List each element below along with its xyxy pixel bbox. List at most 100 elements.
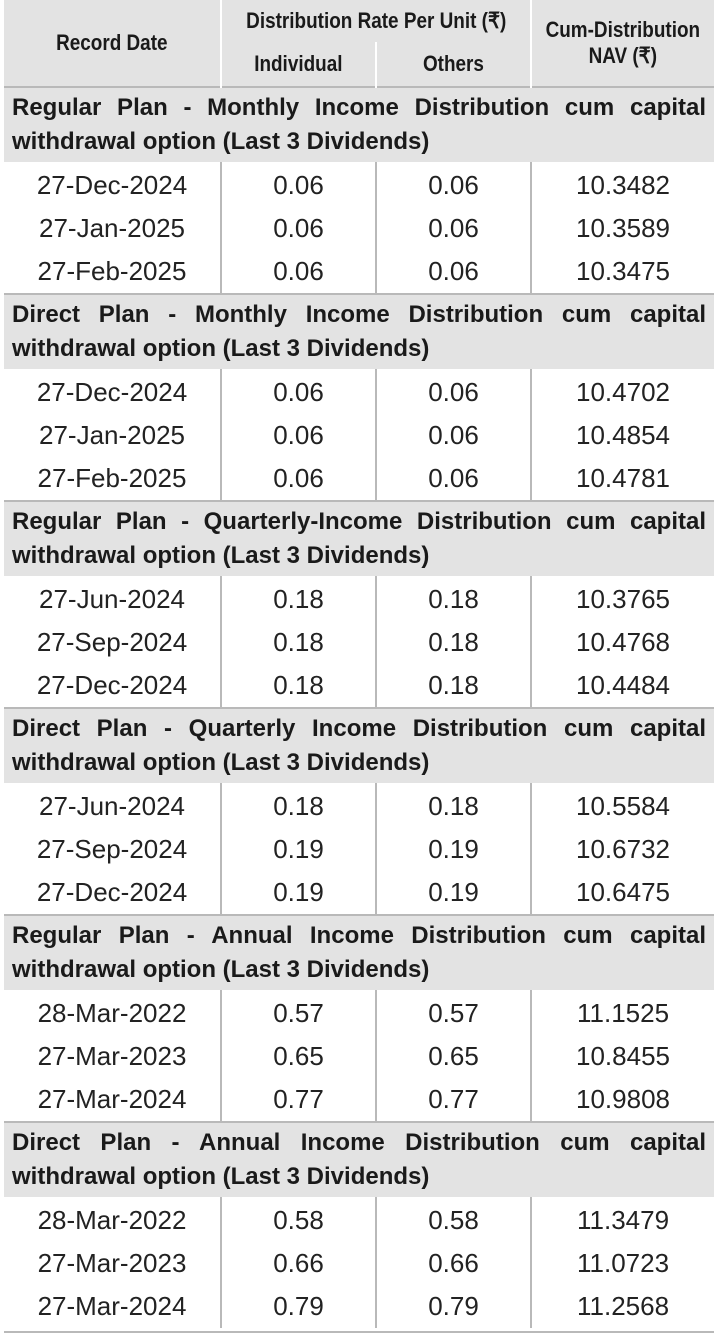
table-row: 27-Sep-2024 0.19 0.19 10.6732	[4, 828, 715, 871]
record-date-cell: 27-Dec-2024	[36, 377, 188, 407]
individual-rate-cell: 0.79	[220, 1285, 376, 1328]
others-rate-cell: 0.06	[374, 369, 532, 414]
section-title: Direct Plan - Monthly Income Distributio…	[4, 294, 715, 369]
others-rate-cell: 0.65	[374, 1035, 532, 1078]
table-row: 28-Mar-2022 0.58 0.58 11.3479	[4, 1197, 715, 1242]
individual-rate-cell: 0.06	[220, 414, 376, 457]
table-header: Record Date Distribution Rate Per Unit (…	[4, 0, 715, 87]
individual-rate-cell: 0.57	[220, 990, 376, 1035]
record-date-cell: 27-Jan-2025	[39, 213, 185, 243]
table-row: 27-Sep-2024 0.18 0.18 10.4768	[4, 621, 715, 664]
header-others: Others	[374, 42, 532, 87]
individual-rate-cell: 0.06	[220, 207, 376, 250]
individual-rate-cell: 0.58	[220, 1197, 376, 1242]
cum-nav-cell: 10.6732	[530, 828, 715, 871]
table-row: 27-Mar-2023 0.66 0.66 11.0723	[4, 1242, 715, 1285]
individual-rate-cell: 0.77	[220, 1078, 376, 1122]
cum-nav-cell: 10.4781	[530, 457, 715, 501]
cum-nav-cell: 10.4768	[530, 621, 715, 664]
section-title: Direct Plan - Annual Income Distribution…	[4, 1122, 715, 1197]
cum-nav-cell: 10.8455	[530, 1035, 715, 1078]
others-rate-cell: 0.58	[374, 1197, 532, 1242]
table-row: 27-Mar-2023 0.65 0.65 10.8455	[4, 1035, 715, 1078]
record-date-cell: 27-Jan-2025	[39, 420, 185, 450]
individual-rate-cell: 0.19	[220, 828, 376, 871]
others-rate-cell: 0.18	[374, 621, 532, 664]
record-date-cell: 27-Mar-2023	[37, 1248, 187, 1278]
others-rate-cell: 0.06	[374, 457, 532, 501]
record-date-cell: 27-Dec-2024	[36, 877, 188, 907]
record-date-cell: 27-Feb-2025	[37, 463, 187, 493]
cum-nav-cell: 11.0723	[530, 1242, 715, 1285]
distribution-history-table: Record Date Distribution Rate Per Unit (…	[4, 0, 715, 1328]
table-row: 27-Jun-2024 0.18 0.18 10.3765	[4, 576, 715, 621]
record-date-cell: 27-Sep-2024	[36, 627, 188, 657]
section-header-row: Regular Plan - Monthly Income Distributi…	[4, 87, 715, 162]
others-rate-cell: 0.18	[374, 664, 532, 708]
individual-rate-cell: 0.18	[220, 664, 376, 708]
individual-rate-cell: 0.65	[220, 1035, 376, 1078]
record-date-cell: 27-Dec-2024	[36, 170, 188, 200]
individual-rate-cell: 0.06	[220, 162, 376, 207]
others-rate-cell: 0.19	[374, 828, 532, 871]
table-row: 27-Dec-2024 0.18 0.18 10.4484	[4, 664, 715, 708]
table-row: 27-Jan-2025 0.06 0.06 10.4854	[4, 414, 715, 457]
cum-nav-cell: 11.3479	[530, 1197, 715, 1242]
cum-nav-cell: 11.1525	[530, 990, 715, 1035]
individual-rate-cell: 0.18	[220, 783, 376, 828]
section-header-row: Direct Plan - Monthly Income Distributio…	[4, 294, 715, 369]
others-rate-cell: 0.06	[374, 250, 532, 294]
others-rate-cell: 0.18	[374, 576, 532, 621]
others-rate-cell: 0.66	[374, 1242, 532, 1285]
header-individual: Individual	[220, 42, 376, 87]
individual-rate-cell: 0.66	[220, 1242, 376, 1285]
cum-nav-cell: 11.2568	[530, 1285, 715, 1328]
section-title: Regular Plan - Monthly Income Distributi…	[4, 87, 715, 162]
header-record-date: Record Date	[4, 0, 221, 87]
cum-nav-cell: 10.4854	[530, 414, 715, 457]
table-row: 27-Jun-2024 0.18 0.18 10.5584	[4, 783, 715, 828]
cum-nav-cell: 10.3475	[530, 250, 715, 294]
table-row: 27-Mar-2024 0.79 0.79 11.2568	[4, 1285, 715, 1328]
record-date-cell: 27-Mar-2024	[37, 1291, 187, 1321]
record-date-cell: 27-Mar-2024	[37, 1084, 187, 1114]
section-header-row: Regular Plan - Annual Income Distributio…	[4, 915, 715, 990]
individual-rate-cell: 0.18	[220, 621, 376, 664]
others-rate-cell: 0.06	[374, 162, 532, 207]
table-body: Regular Plan - Monthly Income Distributi…	[4, 87, 715, 1328]
header-distribution-rate: Distribution Rate Per Unit (₹)	[219, 0, 532, 42]
record-date-cell: 27-Dec-2024	[36, 670, 188, 700]
table-row: 27-Feb-2025 0.06 0.06 10.3475	[4, 250, 715, 294]
section-title: Regular Plan - Annual Income Distributio…	[4, 915, 715, 990]
section-title: Direct Plan - Quarterly Income Distribut…	[4, 708, 715, 783]
cum-nav-cell: 10.4484	[530, 664, 715, 708]
others-rate-cell: 0.19	[374, 871, 532, 915]
table-row: 27-Dec-2024 0.06 0.06 10.4702	[4, 369, 715, 414]
header-cum-distribution-nav: Cum-Distribution NAV (₹)	[530, 0, 715, 87]
record-date-cell: 27-Jun-2024	[39, 584, 185, 614]
others-rate-cell: 0.57	[374, 990, 532, 1035]
table-row: 27-Dec-2024 0.06 0.06 10.3482	[4, 162, 715, 207]
others-rate-cell: 0.06	[374, 414, 532, 457]
table-row: 27-Mar-2024 0.77 0.77 10.9808	[4, 1078, 715, 1122]
individual-rate-cell: 0.06	[220, 369, 376, 414]
record-date-cell: 28-Mar-2022	[37, 1205, 187, 1235]
cum-nav-cell: 10.3482	[530, 162, 715, 207]
others-rate-cell: 0.06	[374, 207, 532, 250]
section-header-row: Regular Plan - Quarterly-Income Distribu…	[4, 501, 715, 576]
record-date-cell: 28-Mar-2022	[37, 998, 187, 1028]
individual-rate-cell: 0.06	[220, 457, 376, 501]
table-bottom-rule	[4, 1331, 714, 1333]
cum-nav-cell: 10.4702	[530, 369, 715, 414]
cum-nav-cell: 10.6475	[530, 871, 715, 915]
section-title: Regular Plan - Quarterly-Income Distribu…	[4, 501, 715, 576]
others-rate-cell: 0.77	[374, 1078, 532, 1122]
cum-nav-cell: 10.3765	[530, 576, 715, 621]
individual-rate-cell: 0.18	[220, 576, 376, 621]
table-row: 27-Feb-2025 0.06 0.06 10.4781	[4, 457, 715, 501]
cum-nav-cell: 10.3589	[530, 207, 715, 250]
record-date-cell: 27-Mar-2023	[37, 1041, 187, 1071]
record-date-cell: 27-Sep-2024	[36, 834, 188, 864]
table-row: 27-Jan-2025 0.06 0.06 10.3589	[4, 207, 715, 250]
